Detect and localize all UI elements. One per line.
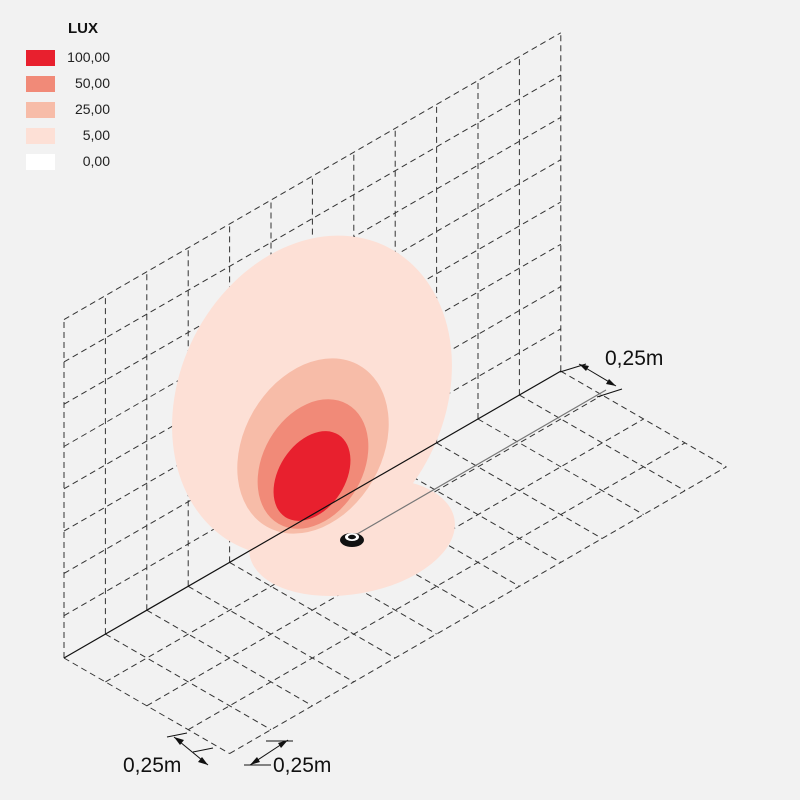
dimension-label-bottom-right: 0,25m xyxy=(273,754,331,777)
legend-swatch xyxy=(26,76,55,92)
floor-grid-line xyxy=(105,633,272,731)
floor-grid-line xyxy=(187,442,686,731)
floor-grid-line xyxy=(560,370,727,468)
wall-grid-line xyxy=(63,328,562,617)
wall-floor-edge xyxy=(63,370,562,659)
floor-grid-line xyxy=(477,418,644,516)
dimension-label-top-right: 0,25m xyxy=(605,347,663,370)
wall-grid-line xyxy=(63,243,562,532)
wall-contour-100 xyxy=(273,431,351,521)
legend-item: 25,00 xyxy=(26,101,166,118)
legend-item: 50,00 xyxy=(26,75,166,92)
wall-grid-line xyxy=(63,116,562,405)
legend-item: 5,00 xyxy=(26,127,166,144)
light-beam xyxy=(351,389,607,538)
legend-item: 100,00 xyxy=(26,49,166,66)
recessed-spotlight-icon xyxy=(340,533,364,547)
dimension-bottom-left: 0,25m xyxy=(123,732,214,777)
dimension-top-right: 0,25m xyxy=(559,347,663,398)
wall-grid-line xyxy=(63,201,562,490)
legend-value: 0,00 xyxy=(82,153,110,169)
floor-grid-line xyxy=(105,394,603,683)
legend-value: 50,00 xyxy=(74,75,110,91)
legend-title: LUX xyxy=(68,20,98,37)
legend-swatch xyxy=(26,128,55,144)
wall-grid-line xyxy=(63,286,562,574)
wall-isolux-contours xyxy=(172,235,452,557)
legend-value: 25,00 xyxy=(74,101,110,117)
legend-swatch xyxy=(26,154,55,170)
legend-item: 0,00 xyxy=(26,153,166,170)
legend-value: 5,00 xyxy=(82,127,110,143)
wall-grid-line xyxy=(63,74,562,363)
wall-grid-line xyxy=(63,32,562,321)
dimension-bottom-right: 0,25m xyxy=(244,739,331,777)
floor-grid-line xyxy=(146,418,644,707)
dimension-label-bottom-left: 0,25m xyxy=(123,754,181,777)
legend-swatch xyxy=(26,102,55,118)
floor-grid-line xyxy=(229,466,727,755)
wall-grid-line xyxy=(63,159,562,447)
legend-value: 100,00 xyxy=(67,49,110,65)
legend-swatch xyxy=(26,50,55,66)
